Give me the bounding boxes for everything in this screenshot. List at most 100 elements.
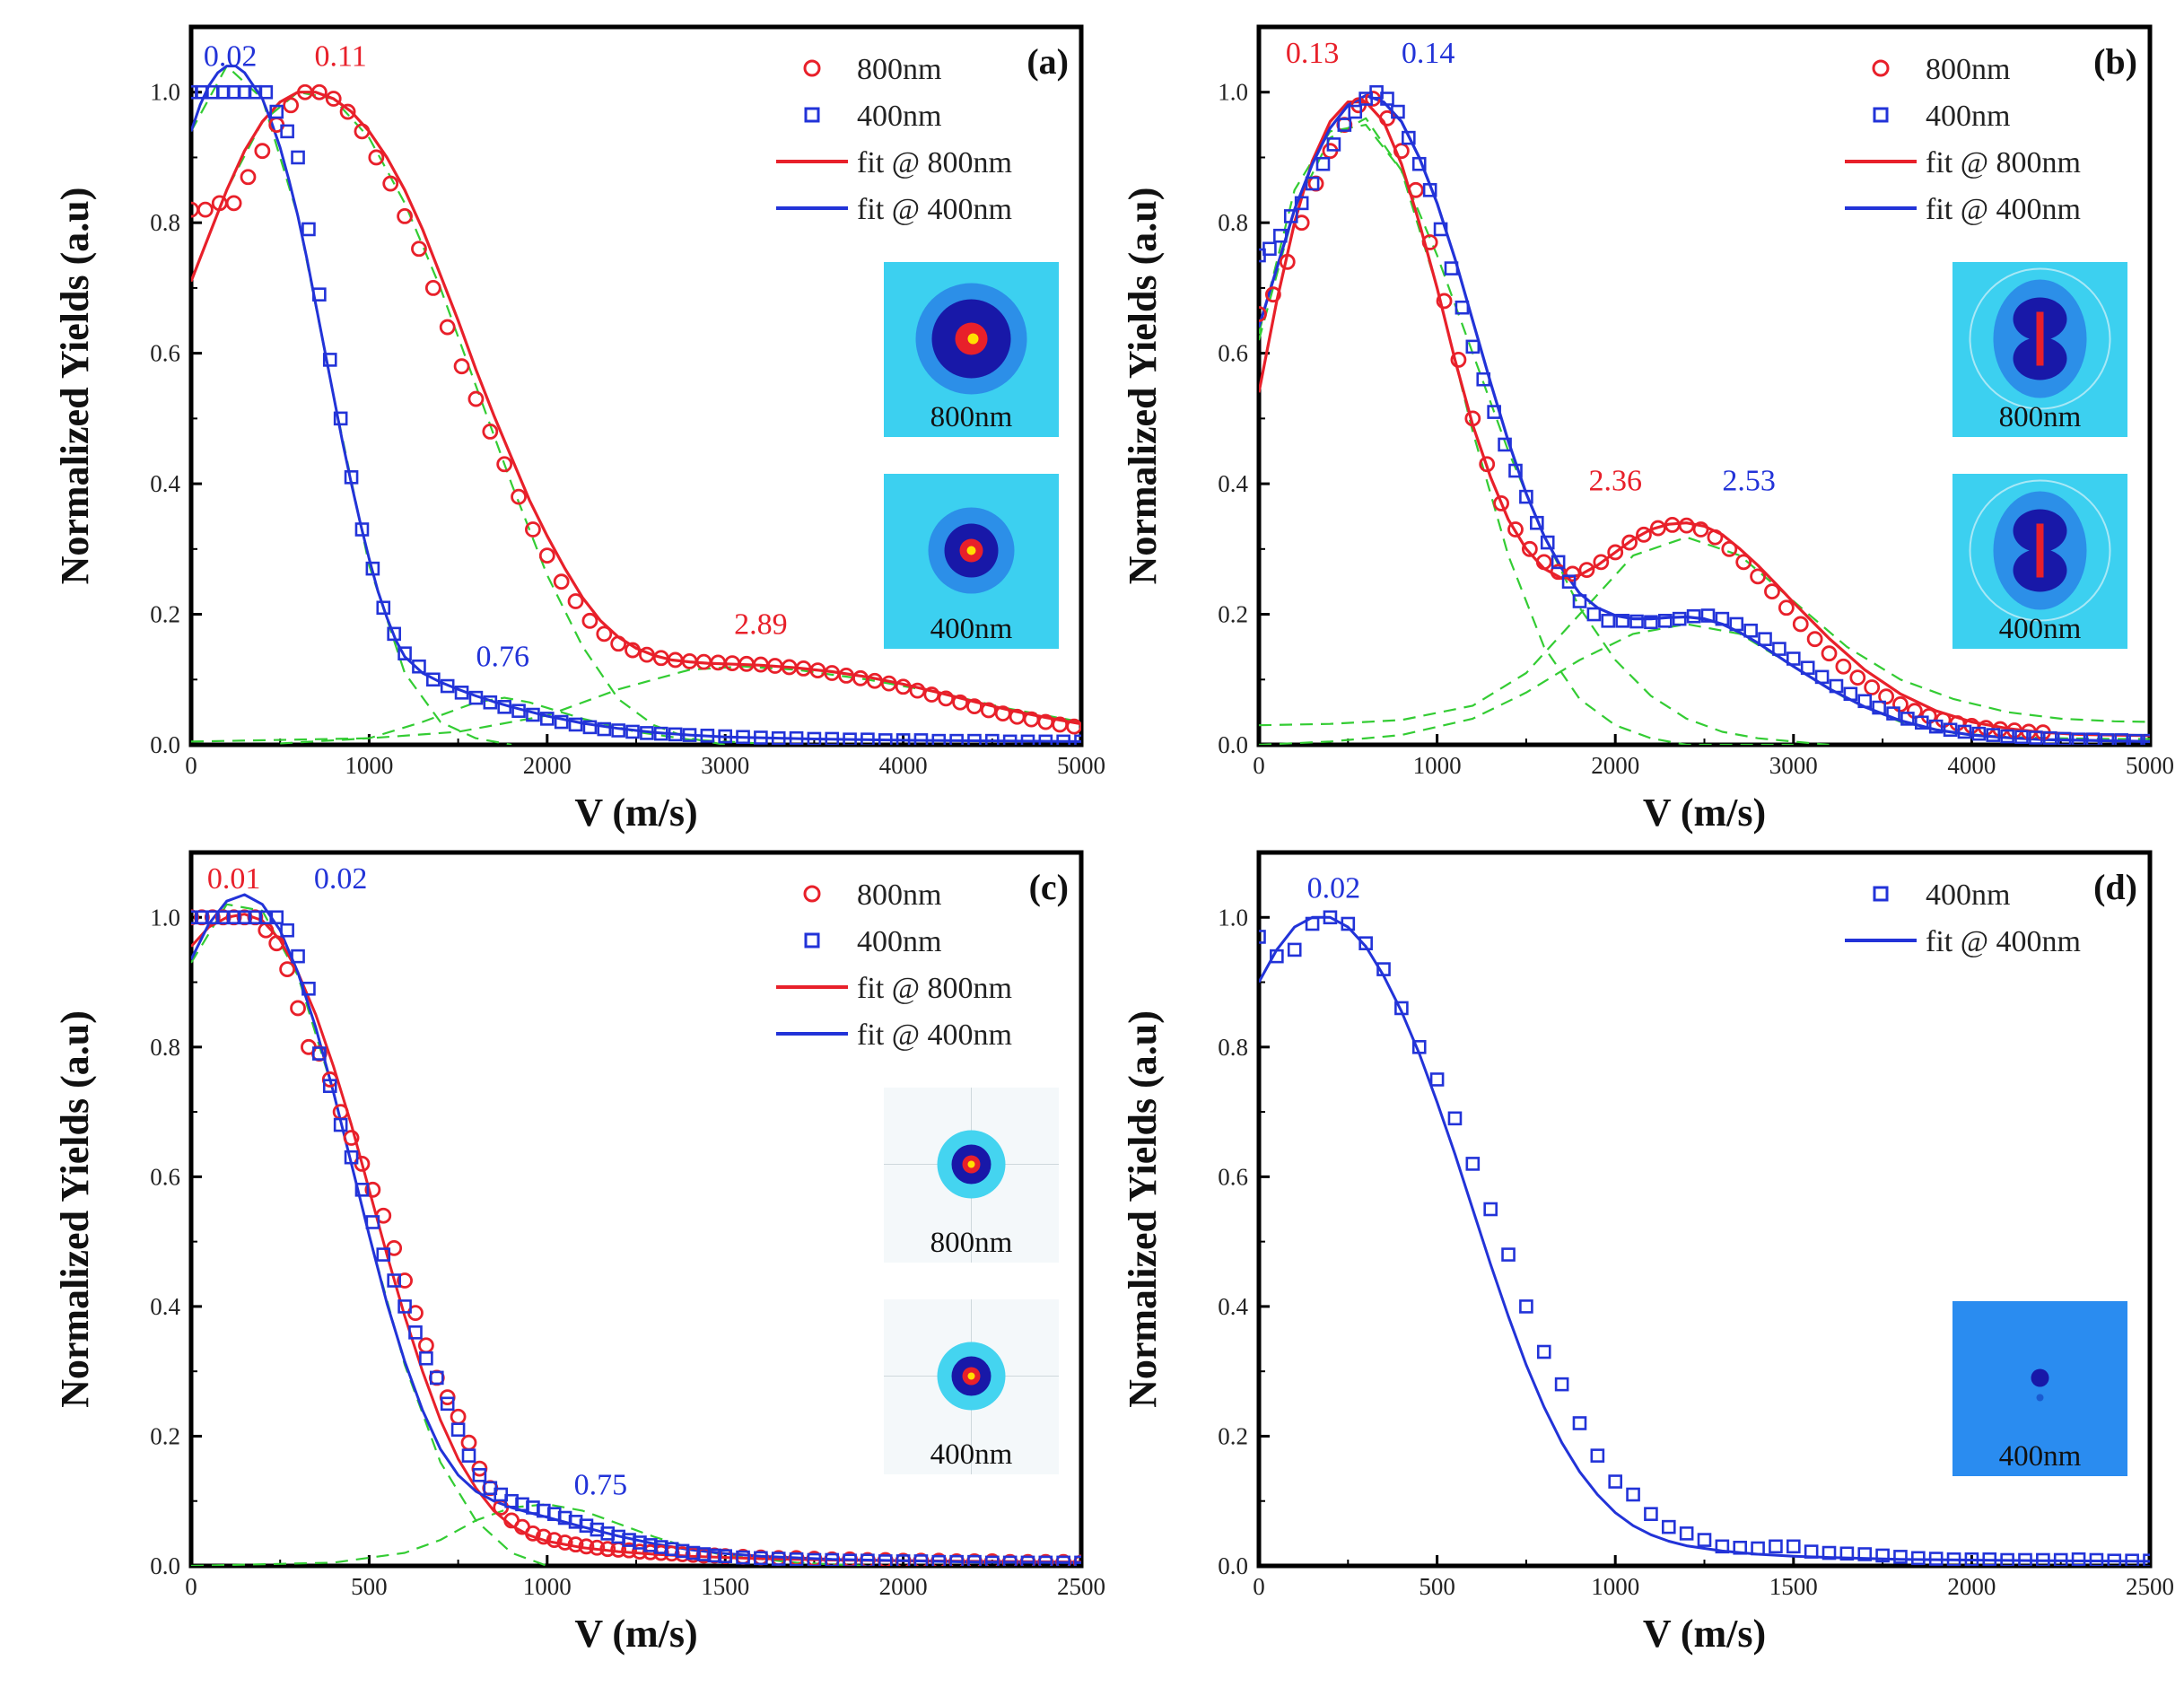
panel-b: 0 1000 2000 3000 4000 5000 0.0 0.2 0.4 0.6 0.8 1.0 V… xyxy=(1121,24,2174,835)
data-point xyxy=(2057,731,2072,745)
data-point xyxy=(354,1183,370,1197)
inset-label: 400nm xyxy=(1999,1440,2082,1473)
x-tick-label: 1500 xyxy=(701,1573,749,1600)
data-point xyxy=(450,1422,466,1438)
panel-label: (b) xyxy=(2093,41,2137,82)
data-point xyxy=(1590,1448,1605,1463)
inset-peak xyxy=(966,546,976,555)
x-tick-label: 500 xyxy=(1419,1573,1455,1600)
fit-component-line xyxy=(191,91,726,745)
y-tick-label: 1.0 xyxy=(1218,904,1248,931)
data-point xyxy=(1433,222,1448,237)
data-point xyxy=(1287,942,1302,957)
data-point xyxy=(1743,623,1758,638)
data-point xyxy=(1074,1555,1081,1566)
data-point xyxy=(1986,728,2001,742)
data-point xyxy=(1422,183,1437,197)
data-point xyxy=(1957,724,1972,739)
data-point xyxy=(1900,712,1915,726)
data-point xyxy=(354,522,370,537)
x-tick-label: 5000 xyxy=(1057,752,1105,779)
data-point xyxy=(949,1554,964,1566)
data-point xyxy=(1621,534,1638,551)
x-tick-label: 0 xyxy=(1253,752,1265,779)
data-point xyxy=(258,84,274,100)
data-point xyxy=(408,1325,423,1340)
legend-marker-square xyxy=(804,107,820,123)
data-point xyxy=(895,678,912,695)
data-point xyxy=(1498,437,1512,452)
data-point xyxy=(1578,562,1595,578)
data-point xyxy=(365,1215,380,1229)
data-point xyxy=(1341,916,1356,931)
x-tick-label: 500 xyxy=(351,1573,388,1600)
data-point xyxy=(1259,930,1266,944)
data-point xyxy=(554,714,569,730)
data-point xyxy=(639,646,655,663)
data-point xyxy=(312,1046,327,1061)
data-point xyxy=(397,208,413,224)
data-point xyxy=(625,724,640,739)
y-axis-label: Normalized Yields (a.u) xyxy=(1121,188,1165,585)
data-point xyxy=(339,103,356,120)
inset-background xyxy=(1952,1301,2127,1476)
data-point xyxy=(468,690,484,705)
fit-line-blue xyxy=(1259,915,2150,1563)
data-point xyxy=(397,1272,413,1289)
data-point xyxy=(1521,540,1538,557)
y-tick-label: 0.4 xyxy=(1218,1293,1248,1320)
peak-annotation: 0.13 xyxy=(1286,37,1340,70)
data-point xyxy=(1914,715,1929,730)
y-tick-label: 0.0 xyxy=(150,731,180,758)
series-blue-markers xyxy=(1259,910,2150,1566)
data-point xyxy=(1464,410,1481,427)
data-point xyxy=(254,143,271,160)
data-point xyxy=(312,287,327,302)
data-point xyxy=(553,573,570,590)
data-point xyxy=(1806,631,1823,648)
data-point xyxy=(1493,495,1509,511)
legend-label: 400nm xyxy=(857,100,941,133)
data-point xyxy=(1465,1157,1481,1171)
data-point xyxy=(1928,719,1944,734)
data-point xyxy=(269,104,284,119)
data-point xyxy=(439,319,456,336)
series-blue-markers xyxy=(191,84,1081,745)
data-point xyxy=(967,1554,982,1566)
data-point xyxy=(440,1396,455,1412)
y-tick-label: 1.0 xyxy=(1218,79,1248,106)
data-point xyxy=(240,169,257,186)
plot-area xyxy=(191,65,1081,745)
data-point xyxy=(1038,734,1053,745)
panel-label: (a) xyxy=(1026,41,1069,82)
data-point xyxy=(1750,568,1766,585)
data-point xyxy=(2071,1552,2086,1566)
data-point xyxy=(376,600,391,616)
legend-label: 400nm xyxy=(857,925,941,958)
data-point xyxy=(1323,910,1338,925)
data-point xyxy=(450,1408,467,1425)
peak-annotation: 2.89 xyxy=(734,608,788,641)
data-point xyxy=(2000,729,2014,744)
x-tick-label: 0 xyxy=(1253,1573,1265,1600)
data-point xyxy=(2100,733,2115,745)
data-point xyxy=(1636,526,1652,543)
inset-peak xyxy=(967,333,979,345)
data-point xyxy=(354,123,371,140)
data-point xyxy=(923,686,940,703)
data-point xyxy=(426,672,441,687)
data-point xyxy=(1002,734,1018,745)
y-tick-label: 0.0 xyxy=(1218,1552,1248,1579)
inset-label: 800nm xyxy=(930,401,1013,433)
data-point xyxy=(2042,730,2057,745)
data-point xyxy=(860,1553,875,1566)
data-point xyxy=(596,625,613,643)
data-point xyxy=(417,1337,434,1354)
data-point xyxy=(1943,722,1958,738)
data-point xyxy=(1875,1548,1890,1563)
fit-component-line xyxy=(280,696,761,745)
data-point xyxy=(1835,658,1852,675)
data-point xyxy=(2029,730,2043,745)
fit-component-line xyxy=(191,903,548,1566)
data-point xyxy=(460,1434,477,1451)
